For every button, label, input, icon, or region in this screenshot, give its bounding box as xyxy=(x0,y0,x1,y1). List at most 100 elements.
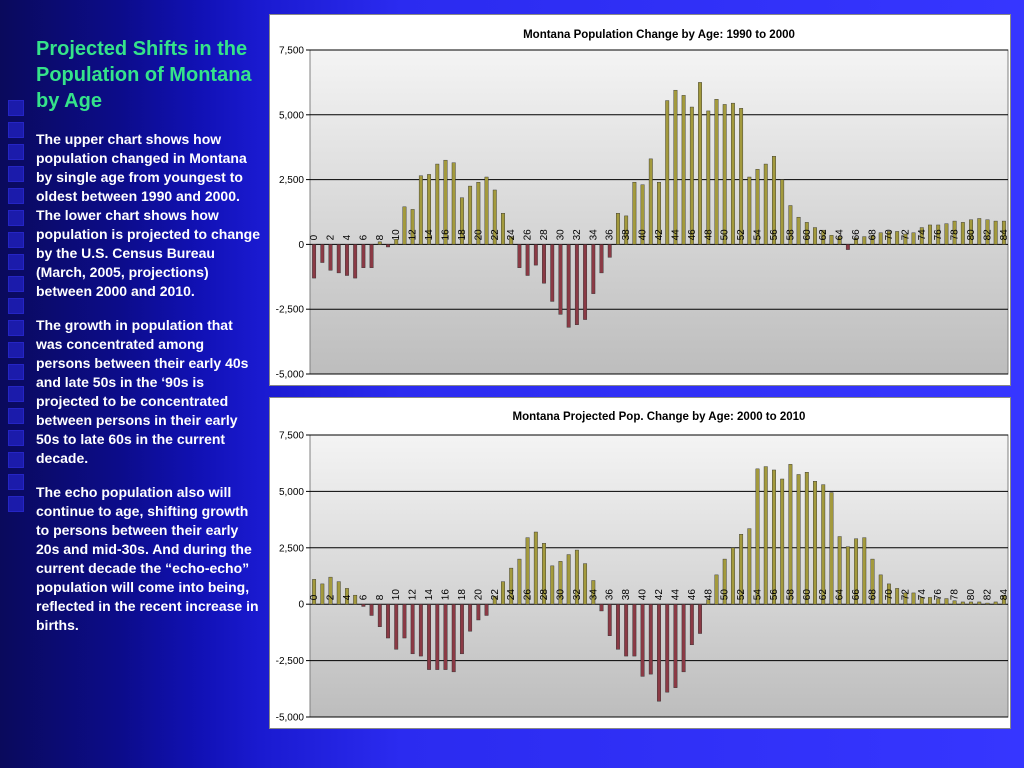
x-tick-label: 10 xyxy=(391,589,402,601)
bar-age-77 xyxy=(944,223,949,245)
x-tick-label: 76 xyxy=(933,229,944,241)
x-tick-label: 6 xyxy=(358,234,369,240)
x-tick-label: 78 xyxy=(950,589,961,601)
lower-chart: Montana Projected Pop. Change by Age: 20… xyxy=(276,411,1010,724)
x-tick-label: 82 xyxy=(982,589,993,601)
x-tick-label: 16 xyxy=(440,589,451,601)
decorative-square xyxy=(8,122,24,138)
x-tick-label: 0 xyxy=(309,594,320,600)
bar-age-82 xyxy=(985,219,990,245)
x-tick-label: 84 xyxy=(999,589,1010,601)
bar-age-33 xyxy=(583,244,588,320)
bar-age-33 xyxy=(583,563,588,605)
x-tick-label: 82 xyxy=(982,229,993,241)
x-tick-label: 30 xyxy=(555,229,566,241)
x-tick-label: 64 xyxy=(835,229,846,241)
bar-age-26 xyxy=(525,244,530,276)
bar-age-67 xyxy=(862,537,867,605)
bar-age-8 xyxy=(377,603,382,627)
bar-age-64 xyxy=(837,236,842,245)
decorative-square xyxy=(8,100,24,116)
chart-title: Montana Population Change by Age: 1990 t… xyxy=(523,29,795,41)
x-tick-label: 42 xyxy=(654,589,665,601)
bar-age-79 xyxy=(960,601,965,605)
y-tick-label: 7,500 xyxy=(279,431,304,442)
bar-age-58 xyxy=(788,205,793,245)
y-tick-label: -5,000 xyxy=(276,713,305,724)
chart-title: Montana Projected Pop. Change by Age: 20… xyxy=(513,411,806,423)
x-tick-label: 22 xyxy=(490,589,501,601)
decorative-square xyxy=(8,188,24,204)
bar-age-6 xyxy=(361,244,366,268)
upper-chart: Montana Population Change by Age: 1990 t… xyxy=(276,29,1010,381)
bar-age-51 xyxy=(730,102,735,245)
bar-age-12 xyxy=(410,603,415,655)
bar-age-11 xyxy=(402,206,407,245)
x-tick-label: 60 xyxy=(802,229,813,241)
bar-age-10 xyxy=(394,239,399,245)
x-tick-label: 66 xyxy=(851,589,862,601)
bar-age-61 xyxy=(813,227,817,245)
decorative-square xyxy=(8,276,24,292)
x-tick-label: 72 xyxy=(900,589,911,601)
x-tick-label: 38 xyxy=(621,589,632,601)
decorative-square xyxy=(8,430,24,446)
bar-age-23 xyxy=(501,213,505,245)
bar-age-52 xyxy=(739,534,744,605)
bar-age-53 xyxy=(747,528,752,605)
x-tick-label: 70 xyxy=(884,229,895,241)
bar-age-37 xyxy=(616,603,620,650)
bar-age-68 xyxy=(870,558,875,605)
bar-age-8 xyxy=(377,241,382,245)
x-tick-label: 8 xyxy=(375,234,386,240)
bar-age-47 xyxy=(698,82,702,245)
bar-age-71 xyxy=(895,231,900,245)
bar-age-83 xyxy=(993,220,998,245)
x-tick-label: 66 xyxy=(851,229,862,241)
x-tick-label: 56 xyxy=(769,589,780,601)
bar-age-79 xyxy=(960,222,965,245)
bar-age-80 xyxy=(969,219,973,245)
x-tick-label: 58 xyxy=(785,229,796,241)
y-tick-label: -2,500 xyxy=(276,656,305,667)
bar-age-44 xyxy=(673,603,678,688)
bar-age-39 xyxy=(632,603,637,657)
bar-age-38 xyxy=(624,603,629,657)
x-tick-label: 46 xyxy=(687,229,698,241)
x-tick-label: 70 xyxy=(884,589,895,601)
decorative-square xyxy=(8,408,24,424)
upper-chart-panel: Montana Population Change by Age: 1990 t… xyxy=(269,14,1011,386)
decorative-square xyxy=(8,342,24,358)
x-tick-label: 48 xyxy=(703,589,714,601)
bar-age-21 xyxy=(484,176,489,245)
x-tick-label: 68 xyxy=(868,589,879,601)
x-tick-label: 12 xyxy=(408,229,419,241)
bar-age-49 xyxy=(714,99,719,245)
x-tick-label: 62 xyxy=(818,229,829,241)
x-tick-label: 68 xyxy=(868,229,879,241)
x-tick-label: 44 xyxy=(670,229,681,241)
bar-age-66 xyxy=(854,538,859,605)
bar-age-2 xyxy=(328,576,333,605)
bar-age-45 xyxy=(681,603,686,673)
bar-age-66 xyxy=(854,237,859,245)
bar-age-22 xyxy=(492,189,497,245)
bar-age-5 xyxy=(353,244,358,279)
bar-age-40 xyxy=(640,184,645,245)
bar-age-28 xyxy=(542,244,546,284)
bar-age-15 xyxy=(435,603,440,670)
bar-age-42 xyxy=(657,181,661,245)
bar-age-81 xyxy=(977,601,982,605)
bar-age-4 xyxy=(345,588,349,605)
bar-age-38 xyxy=(624,215,629,245)
bar-age-73 xyxy=(911,232,916,245)
bar-age-81 xyxy=(977,218,982,245)
bar-age-75 xyxy=(928,597,932,605)
bar-age-14 xyxy=(427,174,431,245)
x-tick-label: 50 xyxy=(720,589,731,601)
bar-age-43 xyxy=(665,603,670,693)
x-tick-label: 34 xyxy=(588,229,599,241)
bar-age-54 xyxy=(755,169,760,245)
bar-age-41 xyxy=(648,603,653,675)
x-tick-label: 18 xyxy=(457,589,468,601)
